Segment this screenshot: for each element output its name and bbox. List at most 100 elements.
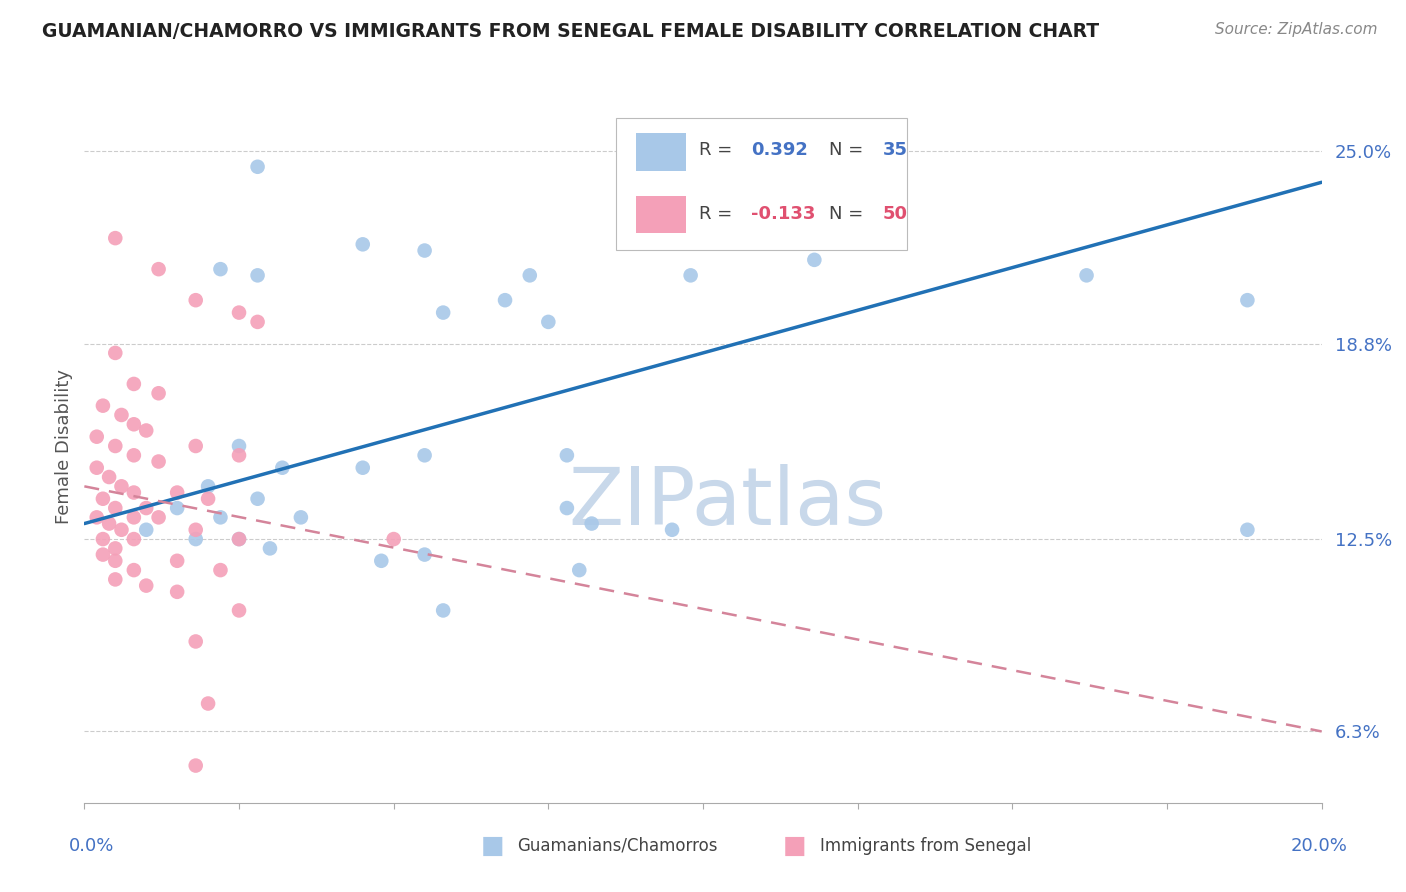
FancyBboxPatch shape bbox=[636, 195, 686, 233]
Point bbox=[122, 485, 145, 500]
Point bbox=[135, 523, 157, 537]
Point bbox=[91, 399, 114, 413]
Point bbox=[104, 573, 127, 587]
Point bbox=[537, 315, 560, 329]
Point bbox=[184, 523, 207, 537]
Point bbox=[184, 293, 207, 308]
Point bbox=[568, 563, 591, 577]
Point bbox=[86, 430, 108, 444]
Point bbox=[271, 460, 294, 475]
Text: 0.0%: 0.0% bbox=[69, 837, 114, 855]
Point bbox=[259, 541, 281, 556]
Y-axis label: Female Disability: Female Disability bbox=[55, 368, 73, 524]
Point bbox=[184, 532, 207, 546]
Point bbox=[209, 510, 232, 524]
Point bbox=[197, 697, 219, 711]
Text: 0.392: 0.392 bbox=[751, 141, 808, 159]
Point bbox=[148, 386, 170, 401]
Point bbox=[228, 305, 250, 319]
Point bbox=[166, 554, 188, 568]
Point bbox=[104, 346, 127, 360]
Point bbox=[148, 262, 170, 277]
Point bbox=[370, 554, 392, 568]
Text: ■: ■ bbox=[783, 834, 806, 857]
Point bbox=[246, 491, 269, 506]
Point bbox=[555, 501, 578, 516]
Point bbox=[122, 563, 145, 577]
Point bbox=[110, 408, 132, 422]
Point bbox=[197, 491, 219, 506]
Point bbox=[352, 460, 374, 475]
Text: ■: ■ bbox=[481, 834, 503, 857]
Point bbox=[166, 584, 188, 599]
Text: 35: 35 bbox=[883, 141, 907, 159]
Point bbox=[104, 439, 127, 453]
Point bbox=[148, 510, 170, 524]
Point bbox=[246, 160, 269, 174]
Text: 50: 50 bbox=[883, 205, 907, 223]
Point bbox=[86, 510, 108, 524]
Point bbox=[246, 268, 269, 283]
Point bbox=[1236, 523, 1258, 537]
Point bbox=[228, 448, 250, 462]
Point bbox=[679, 268, 702, 283]
Point bbox=[91, 548, 114, 562]
Text: Immigrants from Senegal: Immigrants from Senegal bbox=[820, 837, 1031, 855]
Text: Guamanians/Chamorros: Guamanians/Chamorros bbox=[517, 837, 718, 855]
Point bbox=[555, 448, 578, 462]
FancyBboxPatch shape bbox=[616, 118, 907, 250]
Point bbox=[98, 470, 121, 484]
Point bbox=[184, 634, 207, 648]
Point bbox=[122, 417, 145, 432]
Text: N =: N = bbox=[830, 205, 869, 223]
Point bbox=[228, 603, 250, 617]
Point bbox=[166, 485, 188, 500]
Text: ZIPatlas: ZIPatlas bbox=[568, 464, 887, 542]
Text: -0.133: -0.133 bbox=[751, 205, 815, 223]
Point bbox=[166, 501, 188, 516]
Point bbox=[122, 376, 145, 391]
Text: N =: N = bbox=[830, 141, 869, 159]
Text: GUAMANIAN/CHAMORRO VS IMMIGRANTS FROM SENEGAL FEMALE DISABILITY CORRELATION CHAR: GUAMANIAN/CHAMORRO VS IMMIGRANTS FROM SE… bbox=[42, 22, 1099, 41]
Point bbox=[290, 510, 312, 524]
Point bbox=[803, 252, 825, 267]
Point bbox=[413, 548, 436, 562]
Point bbox=[135, 424, 157, 438]
Text: R =: R = bbox=[699, 205, 738, 223]
Point bbox=[352, 237, 374, 252]
Point bbox=[184, 439, 207, 453]
Text: R =: R = bbox=[699, 141, 738, 159]
Point bbox=[228, 439, 250, 453]
Point bbox=[246, 315, 269, 329]
Point bbox=[1236, 293, 1258, 308]
Point bbox=[110, 523, 132, 537]
Point bbox=[581, 516, 603, 531]
Point bbox=[184, 758, 207, 772]
Point bbox=[661, 523, 683, 537]
Point bbox=[91, 491, 114, 506]
Point bbox=[91, 532, 114, 546]
Point bbox=[98, 516, 121, 531]
Point bbox=[209, 262, 232, 277]
Point bbox=[382, 532, 405, 546]
Point bbox=[104, 231, 127, 245]
Point bbox=[228, 532, 250, 546]
Point bbox=[104, 554, 127, 568]
Point bbox=[432, 603, 454, 617]
Point bbox=[122, 510, 145, 524]
Point bbox=[86, 460, 108, 475]
Point bbox=[519, 268, 541, 283]
Point bbox=[413, 244, 436, 258]
FancyBboxPatch shape bbox=[636, 134, 686, 170]
Point bbox=[432, 305, 454, 319]
Point bbox=[197, 479, 219, 493]
Point bbox=[1076, 268, 1098, 283]
Text: 20.0%: 20.0% bbox=[1291, 837, 1347, 855]
Point bbox=[135, 579, 157, 593]
Point bbox=[135, 501, 157, 516]
Point bbox=[148, 454, 170, 468]
Point bbox=[209, 563, 232, 577]
Point bbox=[104, 501, 127, 516]
Text: Source: ZipAtlas.com: Source: ZipAtlas.com bbox=[1215, 22, 1378, 37]
Point bbox=[228, 532, 250, 546]
